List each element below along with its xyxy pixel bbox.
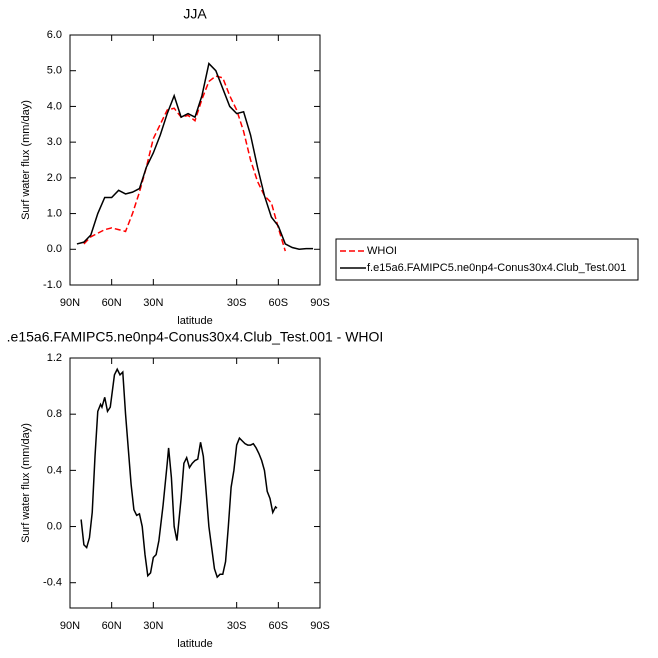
y-tick-label: 0.0 xyxy=(47,520,62,532)
x-tick-label: 60N xyxy=(102,297,122,309)
data-line xyxy=(83,75,286,252)
legend: WHOI f.e15a6.FAMIPC5.ne0np4-Conus30x4.Clu… xyxy=(335,238,639,281)
x-tick-label: 60N xyxy=(102,620,122,632)
y-tick-label: 1.0 xyxy=(47,207,62,219)
x-tick-label: 30S xyxy=(227,620,247,632)
y-axis-label: Surf water flux (mm/day) xyxy=(20,423,32,543)
x-tick-label: 60S xyxy=(269,620,289,632)
plot-frame xyxy=(69,34,321,286)
y-tick-label: 3.0 xyxy=(47,136,62,148)
legend-label: f.e15a6.FAMIPC5.ne0np4-Conus30x4.Club_Te… xyxy=(367,262,626,274)
x-tick-label: 60S xyxy=(269,297,289,309)
y-tick-label: 5.0 xyxy=(47,65,62,77)
x-axis-label: latitude xyxy=(177,638,212,650)
y-axis-label: Surf water flux (mm/day) xyxy=(20,100,32,220)
chart-title: JJA xyxy=(183,6,207,22)
x-axis-label: latitude xyxy=(177,315,212,327)
y-tick-label: 0.4 xyxy=(47,464,62,476)
y-tick-label: 2.0 xyxy=(47,172,62,184)
y-tick-label: -1.0 xyxy=(43,279,62,291)
x-tick-label: 90N xyxy=(60,297,80,309)
y-tick-label: 0.0 xyxy=(47,243,62,255)
x-tick-label: 90S xyxy=(310,620,330,632)
y-tick-label: 6.0 xyxy=(47,29,62,41)
x-tick-label: 30S xyxy=(227,297,247,309)
plot-frame xyxy=(69,357,321,609)
legend-label: WHOI xyxy=(367,245,397,257)
x-tick-label: 90N xyxy=(60,620,80,632)
data-line xyxy=(80,367,278,579)
y-tick-label: -0.4 xyxy=(43,577,62,589)
y-tick-label: 0.8 xyxy=(47,408,62,420)
y-tick-label: 1.2 xyxy=(47,352,62,364)
y-tick-label: 4.0 xyxy=(47,100,62,112)
x-tick-label: 30N xyxy=(143,297,163,309)
legend-box xyxy=(335,238,639,281)
chart-title: .e15a6.FAMIPC5.ne0np4-Conus30x4.Club_Tes… xyxy=(7,329,384,345)
data-line xyxy=(76,62,314,251)
x-tick-label: 90S xyxy=(310,297,330,309)
x-tick-label: 30N xyxy=(143,620,163,632)
